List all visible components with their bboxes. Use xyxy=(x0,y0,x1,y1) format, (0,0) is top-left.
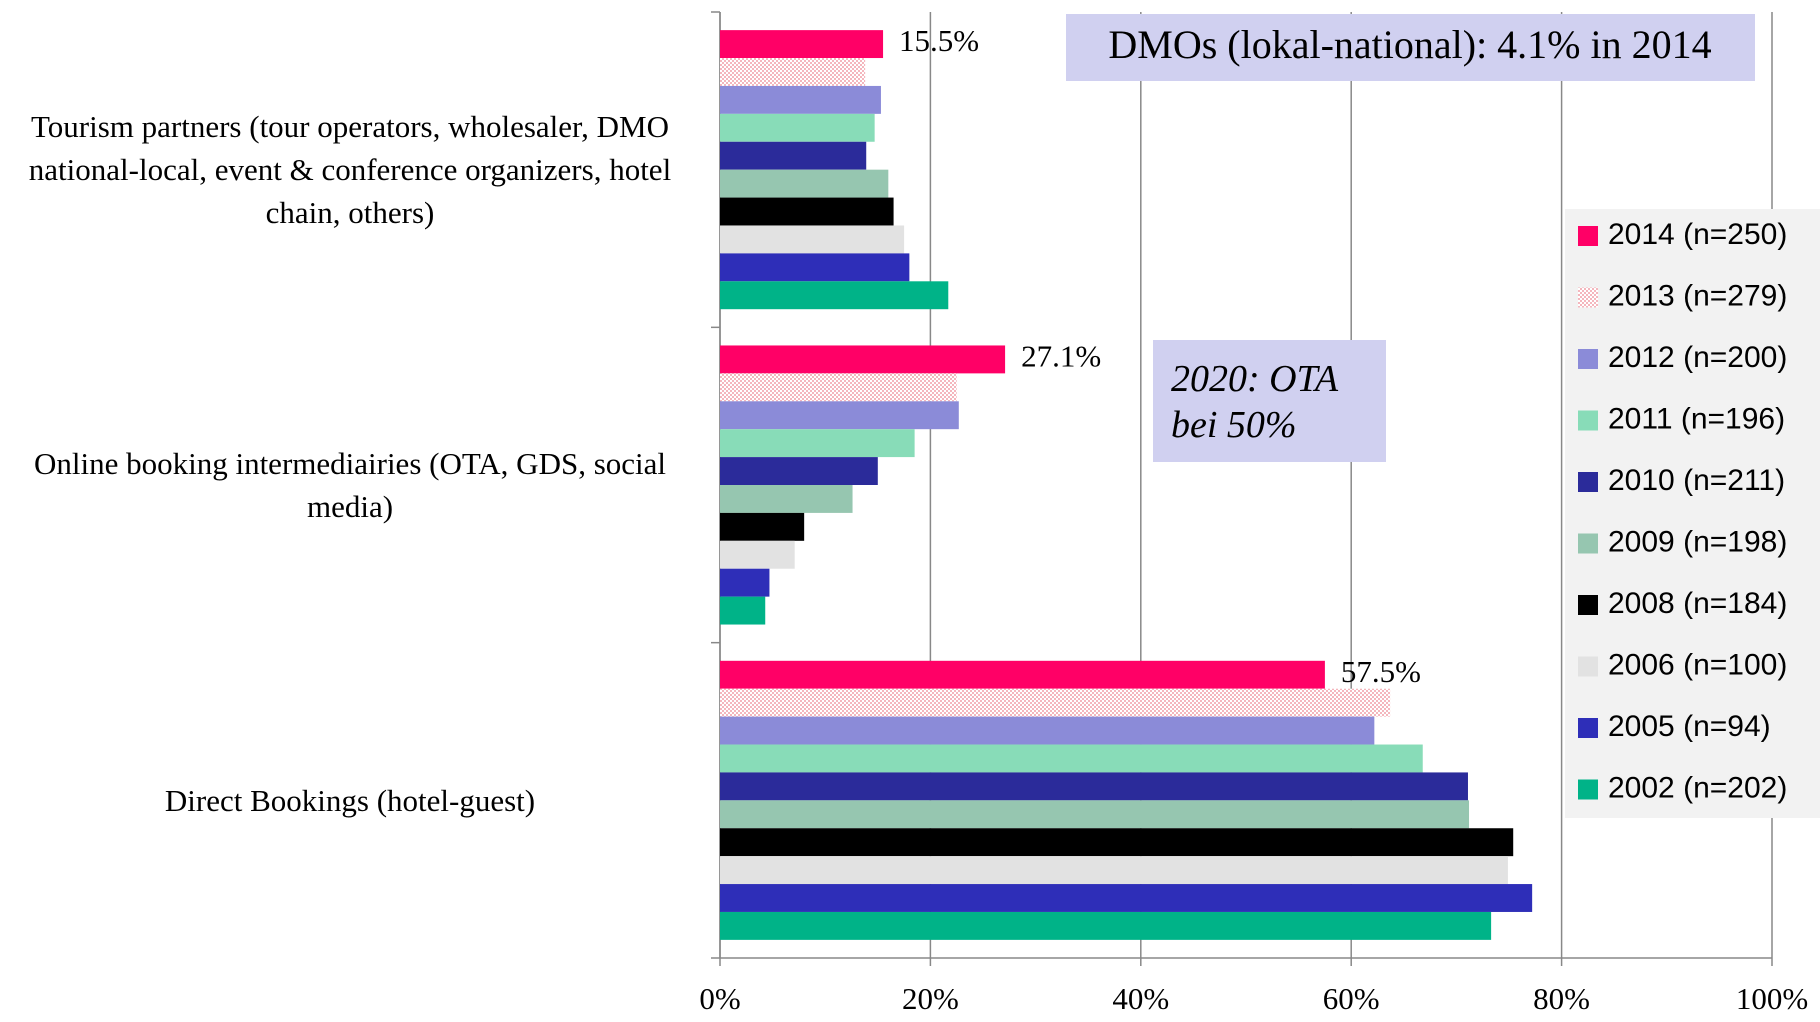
bar xyxy=(720,828,1514,857)
bar xyxy=(720,281,949,310)
y-tick-label: Online booking intermediairies (OTA, GDS… xyxy=(33,446,667,524)
legend-label: 2009 (n=198) xyxy=(1608,525,1787,558)
legend-label: 2010 (n=211) xyxy=(1608,464,1785,497)
annotation: 2020: OTA bei 50% xyxy=(1171,358,1338,446)
legend-swatch xyxy=(1578,349,1598,369)
legend-swatch xyxy=(1578,656,1598,677)
data-label: 27.1% xyxy=(1021,339,1101,374)
bar xyxy=(720,485,853,513)
x-tick-label: 60% xyxy=(1323,981,1380,1016)
legend-swatch xyxy=(1578,287,1598,308)
legend-swatch xyxy=(1578,779,1598,800)
annotation-box xyxy=(1153,340,1386,462)
bar xyxy=(720,540,795,569)
bar xyxy=(720,884,1533,912)
annotation-box: 2020: OTA bei 50% xyxy=(1171,358,1338,446)
legend-label: 2008 (n=184) xyxy=(1608,587,1787,620)
data-label: 57.5% xyxy=(1341,654,1421,689)
annotation-box xyxy=(1066,14,1755,81)
bar xyxy=(720,30,884,59)
y-tick-label-box: Direct Bookings (hotel-guest) xyxy=(164,782,536,818)
bar xyxy=(720,401,959,430)
legend-swatch xyxy=(1578,533,1598,554)
bar xyxy=(720,800,1470,829)
bar xyxy=(720,169,889,198)
bar xyxy=(720,457,878,485)
bar xyxy=(720,253,910,282)
x-tick-label: 80% xyxy=(1533,981,1590,1016)
bar xyxy=(720,345,1006,374)
bar xyxy=(720,660,1325,689)
annotation: DMOs (lokal-national): 4.1% in 2014 xyxy=(1108,22,1711,67)
x-tick-label: 100% xyxy=(1736,981,1808,1016)
y-tick-label-box: Tourism partners (tour operators, wholes… xyxy=(28,109,672,231)
bar xyxy=(720,744,1423,773)
bars: 15.5% 27.1% 57.5% xyxy=(720,23,1533,940)
legend-label: 2011 (n=196) xyxy=(1608,402,1785,435)
bar xyxy=(720,373,957,402)
data-label: 15.5% xyxy=(899,23,979,58)
legend-label: 2012 (n=200) xyxy=(1608,341,1787,374)
y-tick-label: Direct Bookings (hotel-guest) xyxy=(164,782,536,818)
legend-swatch xyxy=(1578,472,1598,492)
bar xyxy=(720,141,867,170)
legend-box xyxy=(1565,209,1820,818)
bar xyxy=(720,113,875,142)
legend-label: 2013 (n=279) xyxy=(1608,279,1787,312)
bar xyxy=(720,58,866,86)
bar xyxy=(720,85,881,114)
bar xyxy=(720,429,915,458)
bar xyxy=(720,596,766,625)
legend-swatch xyxy=(1578,718,1598,738)
legend-swatch xyxy=(1578,595,1598,615)
bar xyxy=(720,856,1508,885)
legend-label: 2005 (n=94) xyxy=(1608,710,1771,743)
grid: 0% 20% 40% 60% 80% 100% xyxy=(699,11,1808,1016)
y-tick-label: Tourism partners (tour operators, wholes… xyxy=(28,109,672,231)
legend-swatch xyxy=(1578,226,1598,246)
bar xyxy=(720,911,1492,940)
x-tick-label: 0% xyxy=(699,981,740,1016)
legend-label: 2006 (n=100) xyxy=(1608,648,1787,681)
bar xyxy=(720,512,805,541)
y-tick-label-box: Online booking intermediairies (OTA, GDS… xyxy=(33,446,667,524)
bar xyxy=(720,225,905,254)
x-tick-label: 20% xyxy=(902,981,959,1016)
bar xyxy=(720,716,1375,745)
legend-swatch xyxy=(1578,410,1598,431)
bar xyxy=(720,197,894,226)
legend-label: 2002 (n=202) xyxy=(1608,771,1787,804)
bar xyxy=(720,688,1391,717)
bar xyxy=(720,772,1468,801)
legend-label: 2014 (n=250) xyxy=(1608,218,1787,251)
bar xyxy=(720,568,770,597)
x-tick-label: 40% xyxy=(1112,981,1169,1016)
